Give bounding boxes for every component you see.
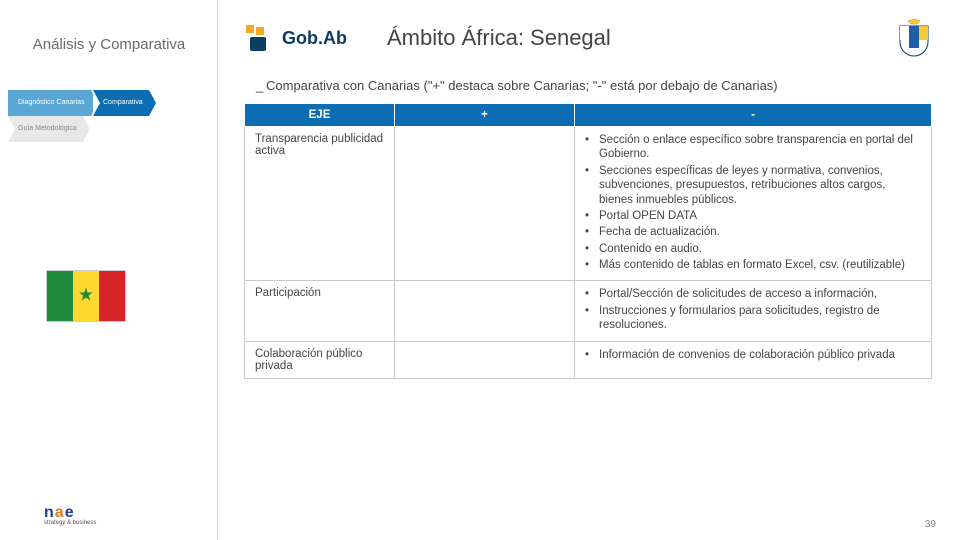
breadcrumb-chevrons: Diagnóstico Canarias Comparativa Guía Me… [8, 90, 217, 118]
gobab-logo: Gob.Ab [244, 23, 347, 53]
chevron-comparativa: Comparativa [93, 90, 149, 116]
flag-star-icon: ★ [78, 284, 94, 305]
canarias-crest-icon [896, 18, 932, 58]
list-item: Instrucciones y formularios para solicit… [585, 304, 921, 333]
page-number: 39 [925, 519, 936, 530]
list-item: Portal OPEN DATA [585, 209, 921, 223]
axis-cell: Transparencia publicidad activa [245, 127, 395, 281]
list-item: Fecha de actualización. [585, 225, 921, 239]
minus-cell: Información de convenios de colaboración… [575, 341, 932, 378]
main-content: Gob.Ab Ámbito África: Senegal _Comparati… [218, 0, 960, 540]
table-row: Participación Portal/Sección de solicitud… [245, 281, 932, 341]
gobab-text: Gob.Ab [282, 28, 347, 49]
sidebar: Análisis y Comparativa Diagnóstico Canar… [0, 0, 218, 540]
col-eje: EJE [245, 104, 395, 127]
table-row: Transparencia publicidad activa Sección o… [245, 127, 932, 281]
list-item: Portal/Sección de solicitudes de acceso … [585, 287, 921, 301]
col-plus: + [395, 104, 575, 127]
col-minus: - [575, 104, 932, 127]
table-row: Colaboración público privada Información … [245, 341, 932, 378]
list-item: Sección o enlace específico sobre transp… [585, 133, 921, 162]
list-item: Contenido en audio. [585, 242, 921, 256]
list-item: Más contenido de tablas en formato Excel… [585, 258, 921, 272]
gobab-icon [244, 23, 274, 53]
minus-cell: Sección o enlace específico sobre transp… [575, 127, 932, 281]
plus-cell [395, 127, 575, 281]
list-item: Información de convenios de colaboración… [585, 348, 921, 362]
plus-cell [395, 341, 575, 378]
comparison-table: EJE + - Transparencia publicidad activa S… [244, 103, 932, 379]
axis-cell: Colaboración público privada [245, 341, 395, 378]
sidebar-title: Análisis y Comparativa [0, 36, 218, 53]
subtitle: _Comparativa con Canarias ("+" destaca s… [256, 78, 932, 93]
nae-logo: nae strategy & business [44, 504, 96, 526]
plus-cell [395, 281, 575, 341]
table-header-row: EJE + - [245, 104, 932, 127]
list-item: Secciones específicas de leyes y normati… [585, 164, 921, 207]
axis-cell: Participación [245, 281, 395, 341]
chevron-guia: Guía Metodológica [8, 116, 83, 142]
minus-cell: Portal/Sección de solicitudes de acceso … [575, 281, 932, 341]
senegal-flag-icon: ★ [46, 270, 126, 322]
page-title: Ámbito África: Senegal [387, 25, 896, 51]
chevron-diagnostico: Diagnóstico Canarias [8, 90, 91, 116]
topbar: Gob.Ab Ámbito África: Senegal [244, 14, 932, 62]
